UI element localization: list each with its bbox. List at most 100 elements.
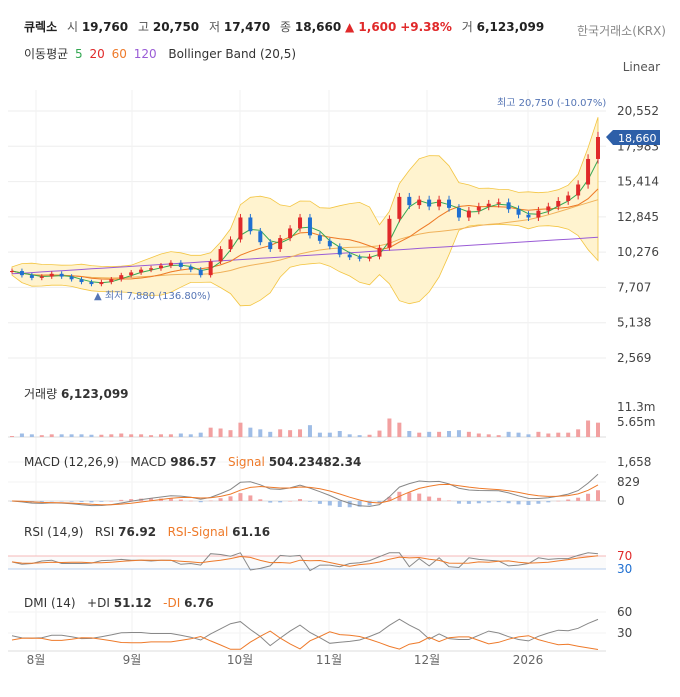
macd-hist-bar — [228, 496, 233, 501]
candle-body — [317, 235, 322, 241]
candle-body — [109, 279, 114, 283]
x-axis: 8월 9월 10월 11월 12월 2026 — [8, 650, 606, 667]
bollinger-legend: Bollinger Band (20,5) — [168, 47, 297, 61]
rsi-line — [11, 552, 599, 572]
volume-panel: 11.3m5.65m — [8, 400, 655, 438]
rsi-signal-label: RSI-Signal — [167, 525, 229, 539]
candle-body — [536, 210, 541, 218]
volume-bar — [288, 430, 293, 437]
candle-body — [258, 231, 263, 243]
macd-hist-bar — [79, 501, 84, 503]
ma120-line — [11, 236, 599, 275]
candle-body — [238, 217, 243, 240]
candle-body — [208, 261, 213, 276]
quote-header: 큐렉소 시 19,760 고 20,750 저 17,470 종 18,660 … — [24, 18, 544, 35]
macd-hist-bar — [496, 501, 501, 503]
mdi-value: 6.76 — [184, 596, 214, 610]
volume-bar — [526, 434, 531, 437]
macd-tick-label: 0 — [617, 494, 625, 508]
macd-hist-bar — [367, 501, 372, 506]
rsi-zone — [8, 556, 606, 569]
current-price-tag — [606, 130, 660, 145]
volume-title-label: 거래량 — [24, 387, 58, 401]
volume-bar — [447, 431, 452, 437]
macd-hist-bar — [466, 501, 471, 504]
low-label: 저 — [208, 20, 221, 34]
price-tick-label: 2,569 — [617, 351, 651, 365]
macd-hist-bar — [39, 501, 44, 503]
macd-hist-bar — [218, 498, 223, 501]
candle-body — [218, 249, 223, 262]
macd-hist-bar — [149, 498, 154, 501]
ma5-legend: 5 — [75, 47, 83, 61]
candle-body — [89, 282, 94, 285]
candle-body — [486, 203, 491, 207]
macd-hist-bar — [506, 501, 511, 504]
volume-bar — [168, 434, 173, 437]
macd-hist-bar — [109, 500, 114, 502]
candle-body — [168, 262, 173, 266]
volume-bar — [596, 422, 600, 437]
indicator-legend[interactable]: 이동평균 5 20 60 120 Bollinger Band (20,5) — [24, 45, 299, 62]
candle-body — [407, 196, 412, 206]
macd-hist-bar — [447, 500, 452, 502]
price-tick-label: 20,552 — [617, 104, 659, 118]
volume-bar — [397, 422, 402, 437]
macd-hist-bar — [516, 501, 521, 505]
volume-bar — [337, 431, 342, 437]
price-tick-label: 10,276 — [617, 245, 659, 259]
candle-body — [39, 276, 44, 278]
volume-bar — [516, 432, 521, 437]
candle-body — [298, 217, 303, 229]
candle-body — [427, 199, 432, 207]
dmi-panel: 60 30 — [8, 605, 632, 650]
macd-tick-label: 829 — [617, 475, 640, 489]
candle-body — [357, 257, 362, 259]
close-label: 종 — [280, 20, 292, 34]
volume-bar — [437, 431, 442, 437]
volume-bar — [198, 432, 203, 437]
dmi-title-label: DMI (14) — [24, 596, 76, 610]
candle-body — [29, 275, 34, 278]
volume-value: 6,123,099 — [476, 20, 545, 34]
macd-hist-bar — [198, 501, 203, 503]
bollinger-band — [11, 117, 599, 307]
x-tick-label: 10월 — [227, 653, 253, 667]
macd-signal-value: 504.23482.34 — [268, 455, 362, 469]
candle-body — [437, 199, 442, 207]
macd-hist-bar — [317, 501, 322, 504]
candle-body — [387, 218, 392, 248]
candle-body — [377, 247, 382, 257]
macd-hist-bar — [556, 500, 561, 502]
macd-hist-bar — [238, 493, 243, 501]
macd-hist-bar — [278, 501, 283, 503]
macd-hist-bar — [486, 501, 491, 503]
candle-body — [19, 271, 24, 276]
candle-body — [129, 272, 134, 276]
macd-hist-bar — [59, 501, 64, 502]
volume-bar — [536, 431, 541, 437]
high-label: 고 — [137, 20, 150, 34]
volume-bar — [19, 433, 24, 437]
rsi-tick-label: 70 — [617, 549, 632, 563]
price-change-pct: +9.38% — [400, 20, 452, 34]
macd-hist-bar — [586, 493, 591, 501]
price-tick-label: 12,845 — [617, 210, 659, 224]
ma20-legend: 20 — [89, 47, 105, 61]
volume-bar — [139, 434, 144, 437]
candle-body — [466, 210, 471, 218]
volume-bar — [298, 429, 303, 437]
candle-body — [596, 136, 600, 159]
close-price: 18,660 — [294, 20, 342, 34]
candle-body — [158, 265, 163, 269]
candle-body — [288, 228, 293, 239]
x-tick-label: 8월 — [27, 653, 46, 667]
macd-hist-bar — [546, 501, 551, 503]
scale-selector[interactable]: Linear — [622, 60, 660, 74]
volume-bar — [218, 428, 223, 437]
macd-tick-label: 1,658 — [617, 455, 651, 469]
volume-bar — [506, 431, 511, 437]
macd-hist-bar — [566, 499, 571, 501]
volume-bar — [466, 431, 471, 437]
